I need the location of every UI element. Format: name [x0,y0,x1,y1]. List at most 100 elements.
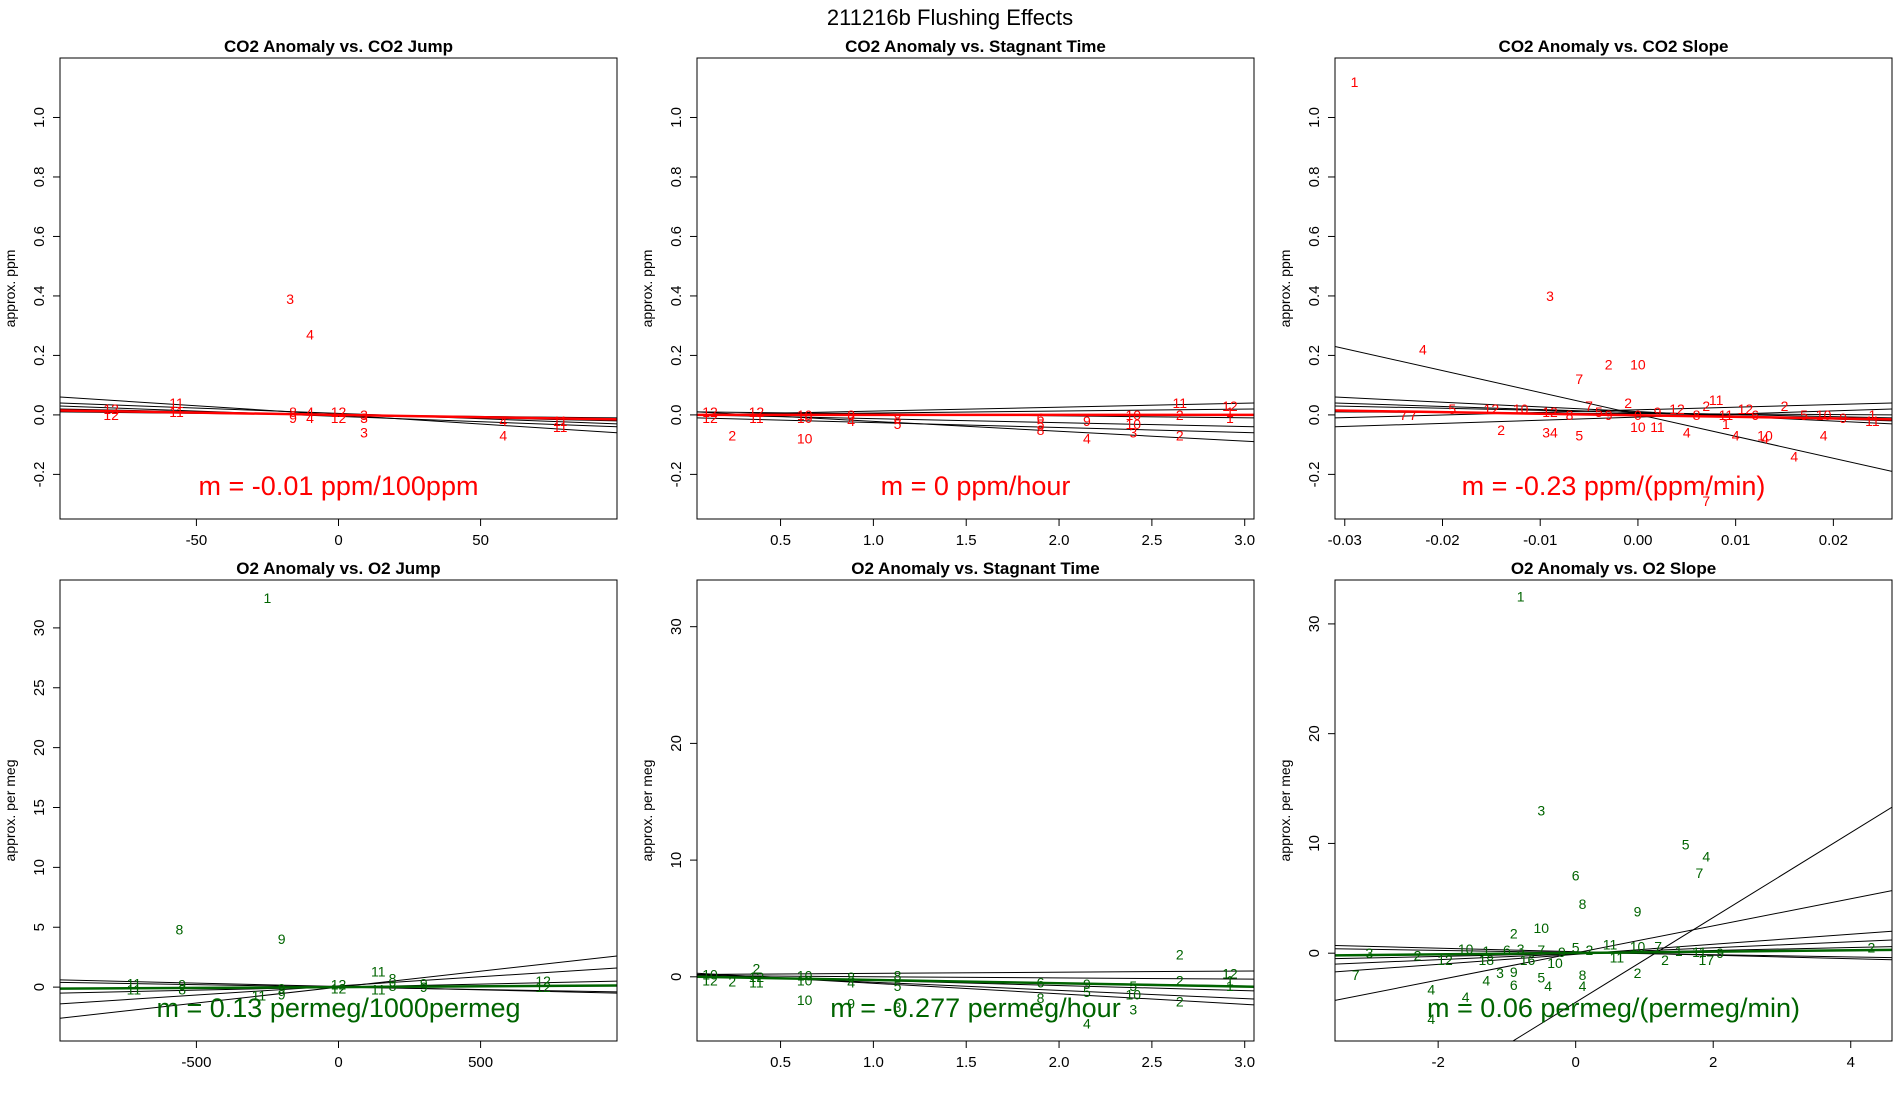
data-point-label: 2 [1176,947,1184,963]
data-point-label: 8 [289,404,297,420]
data-point-label: 4 [1683,425,1691,441]
x-tick-label: 4 [1847,1054,1855,1071]
x-tick-label: 50 [472,532,489,549]
data-point-label: 11 [1172,395,1187,411]
data-point-label: 11 [749,410,764,426]
plot-frame [1334,57,1893,520]
data-point-label: 2 [728,973,736,989]
data-point-label: 2 [1867,940,1875,956]
data-point-label: 7 [1696,865,1704,881]
data-point-label: 10 [1757,428,1773,444]
y-tick-label: 0.0 [31,404,48,425]
panel-title: CO2 Anomaly vs. CO2 Slope [1499,37,1729,56]
y-tick-label: 20 [1306,725,1323,742]
y-tick-label: 0 [31,983,48,991]
y-tick-label: 5 [31,923,48,931]
data-point-label: 9 [1083,413,1091,429]
data-point-label: 4 [1482,973,1490,989]
data-point-label: 5 [1083,984,1091,1000]
data-point-label: 9 [178,977,186,993]
data-point-label: 12 [1222,398,1238,414]
data-point-label: 4 [1820,428,1828,444]
data-point-label: 6 [1510,977,1518,993]
data-point-label: 10 [797,410,813,426]
data-point-label: 12 [331,410,347,426]
fit-line [697,975,1254,980]
data-point-label: 10 [1458,941,1474,957]
data-point-label: 3 [894,999,902,1015]
data-point-label: 10 [702,966,718,982]
y-tick-label: 25 [31,679,48,696]
plot-frame [59,57,618,520]
y-tick-label: 1.0 [1306,107,1323,128]
data-point-label: 6 [1037,410,1045,426]
y-tick-label: 0.8 [668,167,685,188]
data-point-label: 10 [1630,356,1646,372]
data-point-label: 1 [1351,74,1359,90]
y-tick-label: 0.6 [668,226,685,247]
data-point-label: 8 [1579,967,1587,983]
data-point-label: 9 [278,986,286,1002]
data-point-label: 5 [1595,404,1603,420]
data-point-label: 12 [1222,965,1238,981]
data-point-label: 10 [1816,407,1832,423]
data-point-label: 10 [1126,986,1142,1002]
data-point-label: 4 [306,327,314,343]
y-axis-label: approx. per meg [2,760,18,862]
data-point-label: 3 [360,425,368,441]
data-point-label: 3 [286,291,294,307]
data-point-label: 3 [1546,288,1554,304]
y-axis-label: approx. ppm [2,250,18,328]
fit-line [1335,402,1892,419]
main-fit-line [60,409,617,421]
x-tick-label: 0 [334,532,342,549]
data-point-label: 8 [178,982,186,998]
x-tick-label: 3.0 [1234,532,1255,549]
data-point-label: 8 [389,971,397,987]
y-tick-label: 0 [668,973,685,981]
data-point-label: 11 [371,964,386,980]
data-point-label: 11 [1719,407,1734,423]
x-tick-label: 2.0 [1049,532,1070,549]
data-point-label: 2 [1176,428,1184,444]
data-point-label: 5 [1575,428,1583,444]
data-point-label: 11 [127,982,142,998]
data-point-label: 10 [1534,920,1550,936]
y-tick-label: 1.0 [31,107,48,128]
data-point-label: 1 [1226,404,1234,420]
data-point-label: 5 [1537,969,1545,985]
data-point-label: 3 [1496,965,1504,981]
y-tick-label: 10 [1306,835,1323,852]
data-point-label: 9 [420,976,428,992]
data-point-label: 4 [1462,989,1470,1005]
data-point-label: 11 [169,395,184,411]
y-tick-label: 0.4 [31,286,48,307]
y-tick-label: 0.2 [31,345,48,366]
data-point-label: 7 [1702,493,1710,509]
x-tick-label: 2.5 [1141,532,1162,549]
data-point-label: 11 [371,982,386,998]
data-point-label: 8 [847,969,855,985]
panel-title: O2 Anomaly vs. O2 Slope [1511,559,1716,578]
data-point-label: 11 [1709,392,1724,408]
y-tick-label: 0 [1306,949,1323,957]
x-tick-label: 0.01 [1721,532,1750,549]
data-point-label: 11 [252,987,267,1003]
panel-1: CO2 Anomaly vs. CO2 Jump approx. ppm -50 0 5… [2,37,618,549]
data-point-label: 2 [1586,942,1594,958]
panel-4: O2 Anomaly vs. O2 Jump approx. per meg -50… [2,559,618,1071]
x-tick-label: 0.5 [770,1054,791,1071]
fit-line [60,402,617,425]
data-point-label: 7 [1352,967,1360,983]
data-point-label: 7 [1585,398,1593,414]
x-tick-label: -500 [181,1054,211,1071]
y-axis-label: approx. ppm [639,250,655,328]
data-point-label: 11 [1603,936,1618,952]
data-point-label: 9 [289,410,297,426]
data-point-label: 9 [1510,964,1518,980]
data-point-label: 4 [1083,1015,1091,1031]
